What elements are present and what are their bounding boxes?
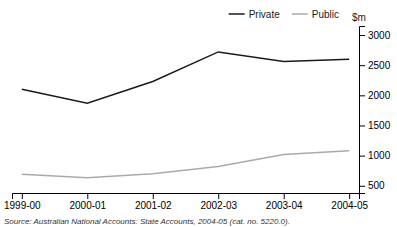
x-tick-mark	[284, 193, 285, 199]
y-axis-label: $m	[352, 12, 366, 23]
y-tick-label: 1000	[368, 150, 391, 161]
series-line	[22, 52, 349, 103]
x-tick-label: 1999-00	[4, 200, 41, 211]
x-tick: 1999-00	[4, 193, 41, 211]
y-axis-line	[360, 27, 366, 194]
y-axis: 500 1000 1500 2000 2500 3000	[359, 27, 391, 194]
y-tick-label: 2500	[368, 60, 391, 71]
x-tick: 2001-02	[135, 193, 172, 211]
x-tick-mark	[349, 193, 350, 199]
x-tick-mark	[87, 193, 88, 199]
x-tick-label: 2002-03	[200, 200, 237, 211]
x-tick-mark	[218, 193, 219, 199]
lines	[22, 52, 349, 178]
x-tick-label: 2001-02	[135, 200, 172, 211]
chart: 1999-00 2000-01 2001-02 2002-03 2003-04 2004-…	[0, 0, 397, 227]
y-tick-mark	[359, 35, 365, 36]
x-tick-mark	[22, 193, 23, 199]
legend: Private Public	[229, 9, 339, 20]
x-axis-line	[13, 194, 360, 200]
y-tick: 3000	[359, 30, 391, 41]
x-tick-mark	[153, 193, 154, 199]
y-tick-mark	[359, 186, 365, 187]
y-tick: 1500	[359, 120, 391, 131]
y-tick: 500	[359, 180, 385, 191]
x-axis: 1999-00 2000-01 2001-02 2002-03 2003-04 2004-…	[4, 193, 368, 211]
y-tick-label: 2000	[368, 90, 391, 101]
x-tick-label: 2003-04	[266, 200, 303, 211]
legend-item: Private	[229, 9, 281, 20]
x-tick-label: 2004-05	[331, 200, 368, 211]
y-tick: 2500	[359, 60, 391, 71]
legend-label: Private	[249, 9, 281, 20]
y-tick-mark	[359, 65, 365, 66]
y-tick-mark	[359, 156, 365, 157]
legend-item: Public	[292, 9, 339, 20]
y-tick: 2000	[359, 90, 391, 101]
y-tick-label: 1500	[368, 120, 391, 131]
y-tick: 1000	[359, 150, 391, 161]
x-tick: 2003-04	[266, 193, 303, 211]
y-tick-label: 3000	[368, 30, 391, 41]
x-tick: 2000-01	[69, 193, 106, 211]
series-line	[22, 151, 349, 178]
legend-swatch	[292, 13, 308, 15]
x-tick: 2002-03	[200, 193, 237, 211]
y-tick-label: 500	[368, 180, 385, 191]
x-tick: 2004-05	[331, 193, 368, 211]
legend-swatch	[229, 13, 245, 15]
legend-label: Public	[312, 9, 339, 20]
plot: 1999-00 2000-01 2001-02 2002-03 2003-04 2004-…	[4, 27, 391, 212]
y-tick-mark	[359, 125, 365, 126]
y-tick-mark	[359, 95, 365, 96]
x-tick-label: 2000-01	[69, 200, 106, 211]
source-note: Source: Australian National Accounts: St…	[4, 217, 290, 226]
